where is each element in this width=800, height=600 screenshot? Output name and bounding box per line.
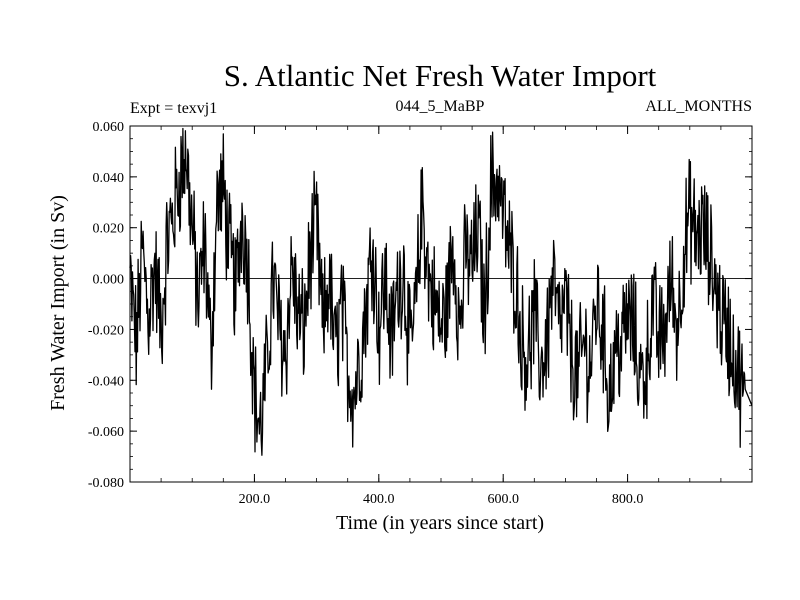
x-tick-label: 800.0 xyxy=(612,492,644,507)
months-label: ALL_MONTHS xyxy=(645,98,752,115)
y-tick-label: -0.060 xyxy=(88,425,124,440)
period-label: 044_5_MaBP xyxy=(396,98,485,115)
y-tick-label: 0.020 xyxy=(93,222,125,237)
chart-title: S. Atlantic Net Fresh Water Import xyxy=(224,58,657,93)
y-tick-label: -0.080 xyxy=(88,476,124,491)
series-line-0 xyxy=(129,127,753,456)
plot-area: -0.080 -0.060 -0.040 -0.020 0.000 0.020 0.040 0… xyxy=(88,120,753,507)
x-axis-label: Time (in years since start) xyxy=(336,512,544,534)
y-axis-label: Fresh Water Import (in Sv) xyxy=(47,195,69,411)
x-tick-label: 200.0 xyxy=(239,492,271,507)
x-tick-label: 600.0 xyxy=(487,492,519,507)
x-tick-label: 400.0 xyxy=(363,492,395,507)
y-tick-label: -0.020 xyxy=(88,323,124,338)
y-tick-label: 0.000 xyxy=(93,273,125,288)
experiment-label: Expt = texvj1 xyxy=(130,100,217,117)
y-tick-label: 0.060 xyxy=(93,120,125,135)
y-tick-label: 0.040 xyxy=(93,171,125,186)
y-tick-label: -0.040 xyxy=(88,374,124,389)
